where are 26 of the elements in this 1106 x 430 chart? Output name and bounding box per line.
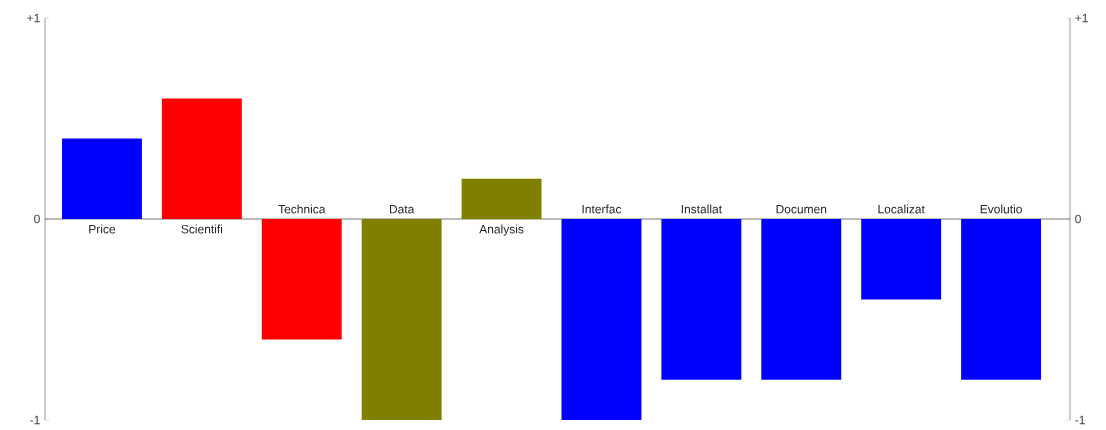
x-tick-label: Interfac [582, 204, 622, 214]
x-tick-label: Evolutio [980, 204, 1022, 214]
x-tick-label: Installat [681, 204, 722, 214]
x-tick-label: Localizat [878, 204, 925, 214]
x-tick-label: Technica [278, 204, 326, 214]
y2-tick-label: -1 [1075, 415, 1085, 425]
bar [661, 219, 742, 380]
bar [761, 219, 842, 380]
x-tick-label: Analysis [479, 224, 524, 236]
bar [61, 138, 142, 219]
x-tick-label: Data [389, 205, 415, 214]
bar [361, 219, 442, 420]
x-tick-label: Documen [776, 205, 827, 214]
bar [461, 178, 542, 219]
x-tick-label: Scientifi [181, 224, 223, 234]
bar [861, 219, 942, 300]
bar [261, 219, 342, 340]
y-tick-label: 0 [34, 214, 40, 224]
y-tick-label: -1 [30, 415, 40, 425]
bar [161, 98, 242, 219]
y2-tick-label: +1 [1075, 13, 1088, 23]
bar [561, 219, 642, 420]
y2-tick-label: 0 [1075, 214, 1081, 224]
y-tick-label: +1 [27, 13, 40, 23]
x-tick-label: Price [89, 224, 116, 234]
bar [961, 219, 1042, 380]
